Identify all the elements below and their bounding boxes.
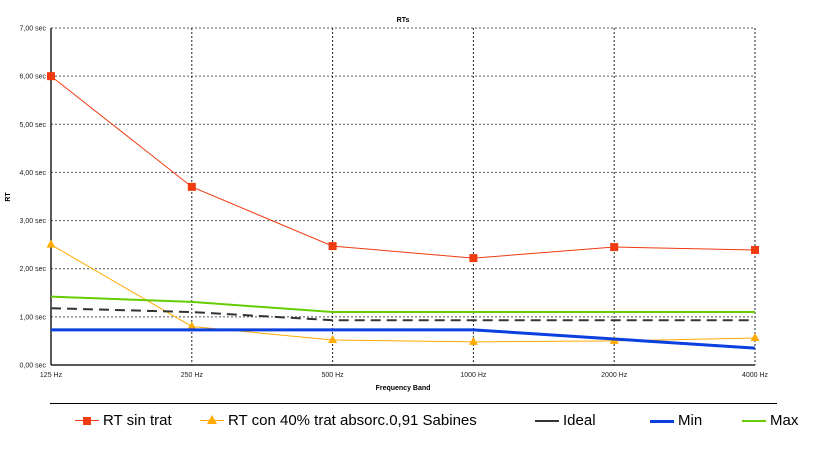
data-point-triangle — [187, 321, 197, 330]
legend-label: RT con 40% trat absorc.0,91 Sabines — [228, 412, 477, 429]
series-line-3 — [51, 328, 756, 350]
y-tick-label: 1,00 sec — [20, 314, 47, 321]
legend-label: Min — [678, 412, 703, 429]
x-tick-label: 1000 Hz — [460, 372, 487, 379]
series-line-1 — [50, 244, 756, 343]
legend-label: Max — [770, 412, 799, 429]
y-tick-label: 6,00 sec — [20, 74, 47, 81]
legend-item: Max — [742, 412, 798, 429]
chart-title: RTs — [397, 17, 410, 24]
x-tick-label: 4000 Hz — [742, 372, 769, 379]
series-line-4 — [50, 295, 755, 314]
y-axis-label: RT — [5, 192, 12, 202]
legend-item: RT con 40% trat absorc.0,91 Sabines — [200, 412, 477, 429]
legend-item: RT sin trat — [75, 412, 172, 429]
data-point-square — [751, 245, 759, 254]
legend-swatch — [742, 415, 766, 427]
data-point-square — [328, 242, 337, 251]
legend-swatch — [650, 415, 674, 427]
x-tick-label: 500 Hz — [322, 372, 345, 379]
data-point-triangle — [46, 239, 56, 248]
y-tick-label: 0,00 sec — [20, 363, 47, 370]
x-tick-label: 125 Hz — [40, 372, 63, 379]
data-point-square — [187, 182, 196, 191]
data-point-square — [469, 254, 478, 263]
data-point-square — [610, 243, 619, 252]
legend-swatch — [535, 415, 559, 427]
y-tick-label: 3,00 sec — [20, 218, 47, 225]
legend-item: Ideal — [535, 412, 596, 429]
data-point-triangle — [468, 336, 478, 345]
chart-legend: RT sin trat RT con 40% trat absorc.0,91 S… — [50, 403, 798, 449]
x-axis-label: Frequency Band — [376, 385, 431, 392]
series-line-2 — [50, 307, 755, 322]
legend-swatch — [75, 415, 99, 427]
y-tick-label: 4,00 sec — [20, 170, 47, 177]
series-line-0 — [50, 75, 756, 259]
x-tick-label: 2000 Hz — [601, 372, 628, 379]
data-point-triangle — [750, 333, 760, 342]
data-point-triangle — [328, 334, 338, 343]
data-point-square — [47, 72, 55, 81]
y-tick-label: 2,00 sec — [20, 266, 47, 273]
legend-label: Ideal — [563, 412, 596, 429]
legend-label: RT sin trat — [103, 412, 172, 429]
y-tick-label: 5,00 sec — [20, 122, 47, 129]
legend-swatch — [200, 414, 224, 427]
legend-item: Min — [650, 412, 702, 429]
y-tick-label: 7,00 sec — [20, 26, 47, 33]
x-tick-label: 250 Hz — [181, 372, 204, 379]
